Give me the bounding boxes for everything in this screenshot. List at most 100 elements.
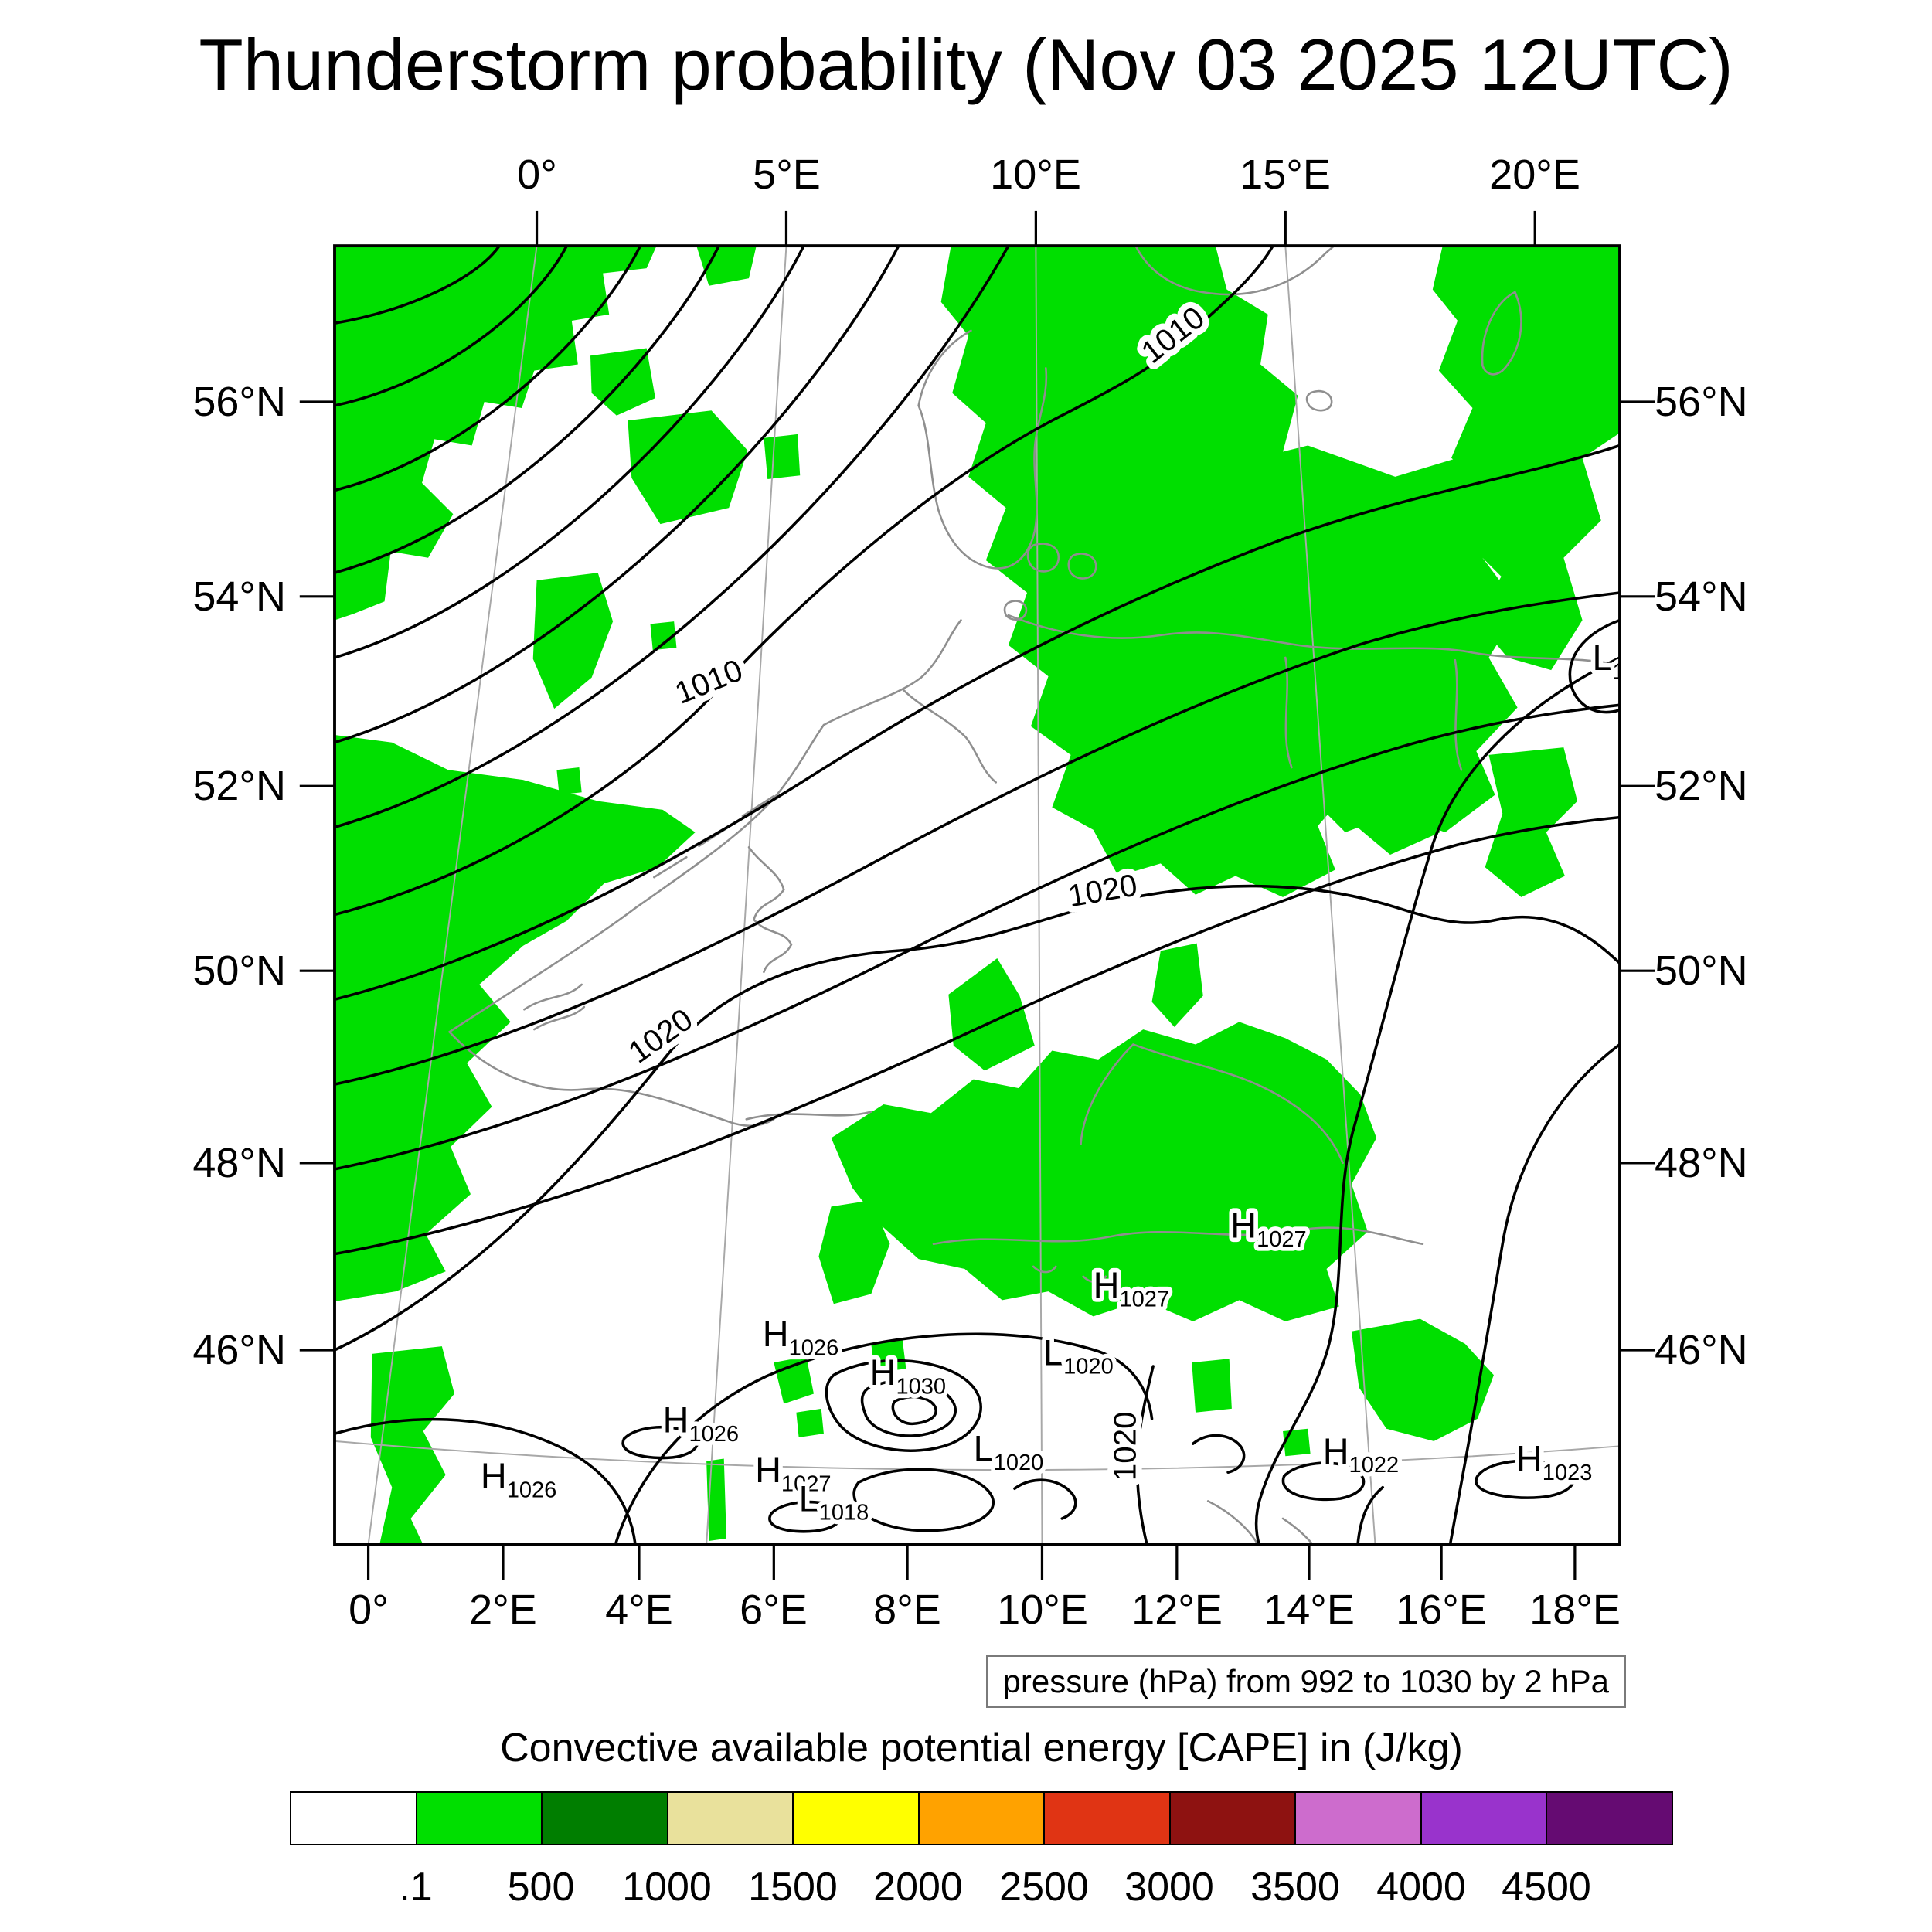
pressure-caption: pressure (hPa) from 992 to 1030 by 2 hPa	[985, 1655, 1626, 1708]
pressure-center: L1020	[1043, 1332, 1114, 1379]
cape-region	[1351, 1318, 1494, 1441]
cape-region	[370, 1346, 454, 1545]
colorbar-cell	[792, 1791, 920, 1845]
axis-bottom-label: 2°E	[469, 1587, 537, 1633]
pressure-center: H1026	[481, 1456, 556, 1502]
cape-region	[706, 1458, 726, 1542]
axis-right-label: 46°N	[1655, 1327, 1748, 1373]
colorbar-tick-label: 2000	[873, 1865, 963, 1910]
axis-left-label: 46°N	[192, 1327, 286, 1373]
colorbar-tick-label: 4000	[1376, 1865, 1466, 1910]
pressure-center: H1027	[1230, 1206, 1306, 1252]
pressure-center: H1022	[1323, 1431, 1399, 1478]
isobar-label: 1020	[621, 1001, 699, 1070]
cape-region	[774, 1356, 824, 1438]
colorbar-tick-label: 3500	[1250, 1865, 1340, 1910]
axis-bottom-label: 14°E	[1264, 1587, 1355, 1633]
axis-top-label: 10°E	[990, 151, 1081, 198]
axis-top-label: 15°E	[1240, 151, 1331, 198]
pressure-center: L10	[1592, 638, 1637, 684]
pressure-center: H1026	[663, 1400, 739, 1447]
pressure-center: H1026	[763, 1314, 838, 1360]
axis-bottom-label: 4°E	[605, 1587, 673, 1633]
axis-bottom-label: 16°E	[1396, 1587, 1487, 1633]
colorbar-cell	[541, 1791, 668, 1845]
pressure-center: H1030	[870, 1352, 946, 1399]
isobar-label: 1020	[1066, 867, 1140, 914]
axis-left-label: 52°N	[192, 763, 286, 809]
axis-bottom-label: 6°E	[740, 1587, 808, 1633]
cape-region	[871, 1338, 906, 1373]
cape-region	[1351, 697, 1453, 855]
colorbar-cell	[415, 1791, 543, 1845]
isobar-label: 1020	[1107, 1411, 1143, 1481]
axis-bottom-label: 10°E	[997, 1587, 1088, 1633]
axis-bottom-label: 18°E	[1529, 1587, 1621, 1633]
colorbar-cell	[1420, 1791, 1548, 1845]
cape-region	[831, 1022, 1377, 1321]
cape-region	[948, 958, 1035, 1071]
pressure-center-markers: H1027 H1027 H1026 H1030 L1020 H1026 L102…	[476, 633, 1637, 1529]
colorbar-cell	[917, 1791, 1046, 1845]
cape-region	[335, 735, 696, 1302]
colorbar-cell	[666, 1791, 794, 1845]
colorbar-cell	[1546, 1791, 1674, 1845]
legend-title: Convective available potential energy [C…	[500, 1726, 1463, 1770]
map-canvas: 1010 1010 1020 1020 1020 H1027 H1027 H10…	[299, 210, 1655, 1580]
cape-region	[940, 246, 1368, 897]
axis-bottom-label: 12°E	[1131, 1587, 1223, 1633]
cape-region	[628, 410, 748, 525]
axis-top-label: 5°E	[753, 151, 821, 198]
cape-region	[764, 434, 801, 480]
axis-right-label: 50°N	[1655, 947, 1748, 994]
colorbar-cell	[1294, 1791, 1422, 1845]
coastlines	[448, 246, 1620, 1545]
axis-right-label: 48°N	[1655, 1140, 1748, 1186]
colorbar-tick-label: 4500	[1502, 1865, 1591, 1910]
colorbar-tick-label: 1000	[622, 1865, 712, 1910]
cape-region	[696, 246, 757, 286]
axis-right-label: 52°N	[1655, 763, 1748, 809]
cape-region	[556, 621, 677, 795]
cape-region	[1432, 246, 1620, 671]
cape-region	[1485, 747, 1578, 897]
axis-right-label: 54°N	[1655, 573, 1748, 620]
axis-right-label: 56°N	[1655, 379, 1748, 425]
colorbar-tick-label: .1	[399, 1865, 433, 1910]
graticule-lines	[335, 246, 1620, 1545]
isobar-contours	[335, 246, 1620, 1545]
pressure-center: H1027	[755, 1450, 831, 1496]
cape-region	[335, 246, 657, 621]
cape-region	[1192, 1359, 1232, 1413]
colorbar-tick-label: 500	[507, 1865, 575, 1910]
cape-region	[1283, 1428, 1311, 1457]
map-frame	[299, 210, 1655, 1580]
axis-left-label: 50°N	[192, 947, 286, 994]
isobar-label: 1010	[670, 651, 747, 710]
axis-ticks	[299, 210, 1655, 1580]
colorbar-cell	[290, 1791, 417, 1845]
cape-region	[818, 1200, 890, 1304]
cape-region	[532, 573, 614, 709]
axis-bottom-label: 0°	[349, 1587, 389, 1633]
axis-left-label: 54°N	[192, 573, 286, 620]
colorbar-tick-label: 2500	[999, 1865, 1089, 1910]
colorbar-tick-label: 1500	[748, 1865, 838, 1910]
axis-top-label: 0°	[517, 151, 557, 198]
colorbar-cell	[1043, 1791, 1171, 1845]
cape-region	[1151, 943, 1203, 1027]
page-title: Thunderstorm probability (Nov 03 2025 12…	[199, 24, 1733, 105]
colorbar-cell	[1168, 1791, 1297, 1845]
colorbar	[290, 1791, 1674, 1845]
cape-green-regions	[335, 246, 1620, 1545]
colorbar-tick-label: 3000	[1124, 1865, 1214, 1910]
axis-bottom-label: 8°E	[873, 1587, 941, 1633]
pressure-center: H1027	[1094, 1265, 1169, 1311]
axis-top-label: 20°E	[1489, 151, 1580, 198]
axis-left-label: 48°N	[192, 1140, 286, 1186]
axis-left-label: 56°N	[192, 379, 286, 425]
pressure-center: H1023	[1516, 1439, 1592, 1485]
pressure-center: L1020	[974, 1429, 1044, 1475]
pressure-center: L1018	[799, 1478, 869, 1525]
